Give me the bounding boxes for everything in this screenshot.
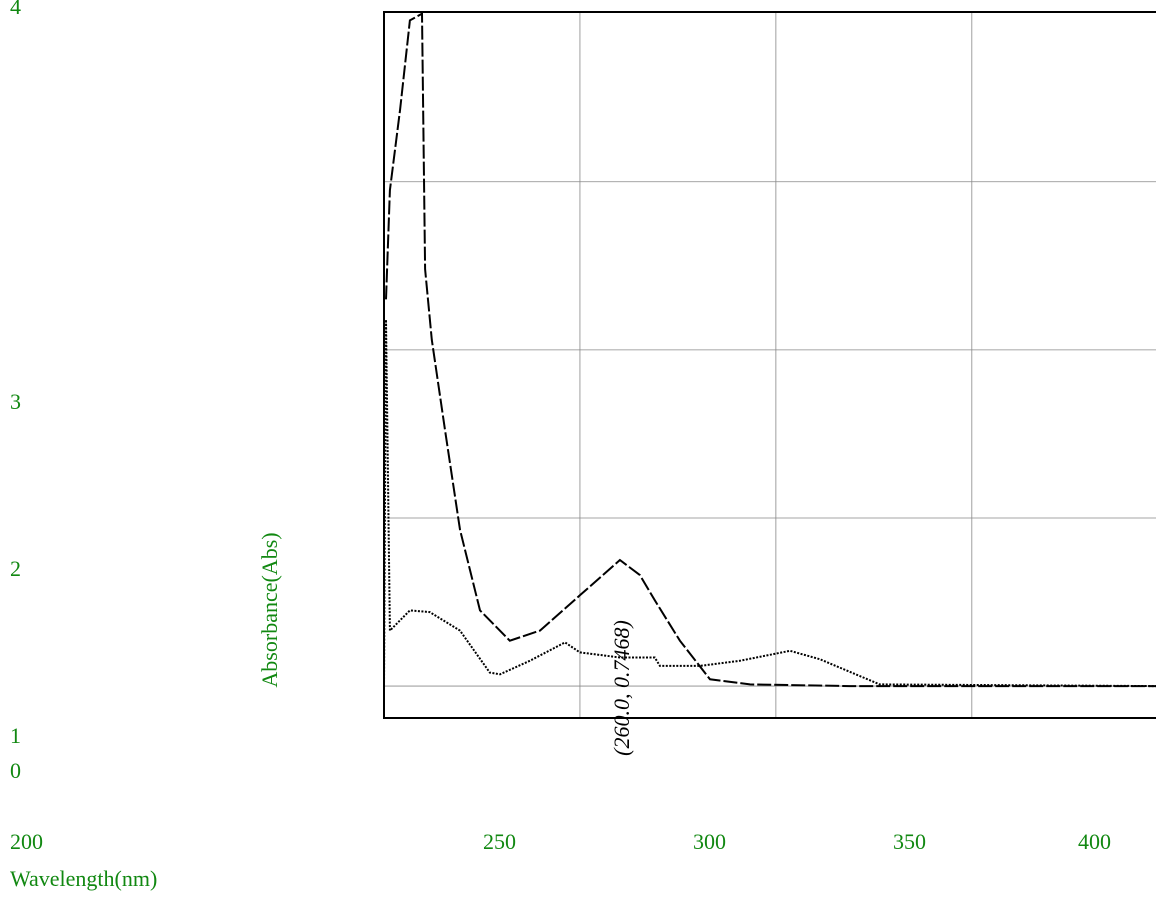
y-axis-label: Absorbance(Abs) xyxy=(257,532,283,687)
x-tick-label: 250 xyxy=(483,829,516,855)
y-tick-label: 3 xyxy=(10,389,21,415)
y-tick-label: 2 xyxy=(10,556,21,582)
y-tick-label: 0 xyxy=(10,758,21,784)
page: Wavelength(nm) Absorbance(Abs) (260.0, 0… xyxy=(0,0,1156,898)
chart xyxy=(0,0,1156,898)
y-tick-label: 4 xyxy=(10,0,21,20)
x-tick-label: 200 xyxy=(10,829,43,855)
x-axis-label: Wavelength(nm) xyxy=(10,866,157,892)
x-tick-label: 400 xyxy=(1078,829,1111,855)
y-tick-label: 1 xyxy=(10,723,21,749)
annotation: (260.0, 0.7468) xyxy=(609,620,635,756)
plot-frame xyxy=(384,12,1156,718)
x-tick-label: 300 xyxy=(693,829,726,855)
x-tick-label: 350 xyxy=(893,829,926,855)
